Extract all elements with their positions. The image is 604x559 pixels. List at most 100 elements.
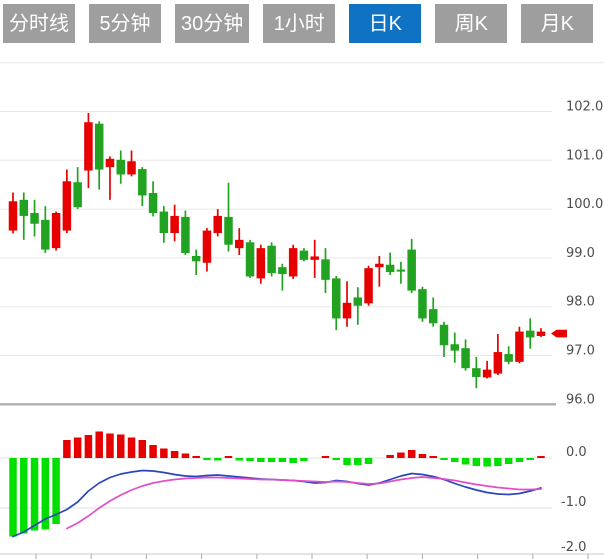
macd-bar [246,458,254,461]
candle [159,206,169,243]
macd-tick-label: -2.0 [561,540,586,555]
macd-bar [192,456,200,458]
candle [299,248,309,262]
macd-bar [84,435,93,458]
current-price-tag [551,329,567,338]
macd-bar [354,458,362,465]
macd-bar [515,458,524,462]
candle [94,121,104,190]
macd-bar [181,453,190,458]
tab-weekly-k[interactable]: 周K [435,4,508,43]
candle [138,167,147,207]
price-tick-label: 102.0 [566,100,603,115]
macd-bar [364,458,373,464]
candle [450,332,460,363]
macd-bar [289,458,297,463]
candle [536,328,546,337]
candle [213,209,222,237]
price-tick-label: 98.0 [566,295,595,310]
macd-bar [267,458,276,462]
tab-5min[interactable]: 5分钟 [89,4,161,43]
macd-bar [451,458,459,462]
candle [364,265,373,306]
macd-bar [278,458,287,462]
candle [418,286,427,322]
macd-bar [483,458,491,467]
candle [493,334,503,376]
macd-bar [149,445,157,458]
macd-bar [138,440,147,458]
candle [8,192,18,234]
macd-bar [407,450,416,458]
candle [19,192,29,240]
macd-bar [332,458,340,460]
candle [396,261,406,284]
macd-bar [73,437,82,458]
macd-bar [160,448,168,458]
macd-bar [20,458,28,534]
candle [342,281,352,327]
price-tick-label: 100.0 [566,197,603,212]
candle [267,242,276,277]
macd-bar [52,458,60,524]
candle [191,249,201,275]
candle [515,326,524,364]
macd-bar [418,454,427,458]
candle [30,199,39,237]
macd-bar [343,458,351,465]
price-gridlines [0,62,604,406]
macd-bar [235,458,244,461]
macd-bar [494,458,502,466]
macd-bar [461,458,470,465]
candle [62,169,72,234]
macd-bar [429,456,437,458]
candle [375,255,384,287]
macd-bar [300,458,308,461]
candle [461,339,470,371]
tab-30min[interactable]: 30分钟 [175,4,250,43]
macd-bar [257,458,265,462]
candle [482,360,492,379]
macd-bar [63,440,71,458]
price-tick-label: 101.0 [566,148,603,163]
macd-bar [41,458,50,530]
tab-1hour[interactable]: 1小时 [263,4,336,43]
candle [170,204,179,242]
tab-time-line[interactable]: 分时线 [3,4,75,43]
macd-bar [440,458,448,460]
candle [407,238,416,294]
macd-bar [117,434,125,458]
macd-bar [537,456,545,458]
macd-bar [106,433,114,458]
macd-bar [213,458,222,461]
macd-bar [224,456,233,458]
candle [439,321,449,357]
candle [51,211,61,251]
tab-daily-k[interactable]: 日K [349,4,422,43]
candle [116,150,125,184]
candle [105,156,115,200]
candle [310,239,319,278]
candle [202,228,212,272]
candle [525,318,535,349]
tab-monthly-k[interactable]: 月K [521,4,594,43]
period-tabbar: 分时线 5分钟 30分钟 1小时 日K 周K 月K [3,4,594,43]
macd-bar [526,458,534,460]
macd-bar [386,455,394,458]
candle [385,252,395,275]
macd-tick-label: 0.0 [566,445,587,460]
macd-tick-label: -1.0 [561,495,586,510]
macd-bar [170,451,179,458]
macd-bar [9,458,17,537]
macd-histogram [9,431,545,537]
candle [278,263,287,291]
candle [353,287,363,325]
macd-axis-labels: 0.0 -1.0 -2.0 [561,445,587,555]
candle [148,181,158,217]
price-tick-label: 96.0 [566,392,595,407]
candle [84,112,93,189]
candle [332,275,341,331]
macd-bar [321,456,330,458]
candlestick-series [8,112,546,389]
